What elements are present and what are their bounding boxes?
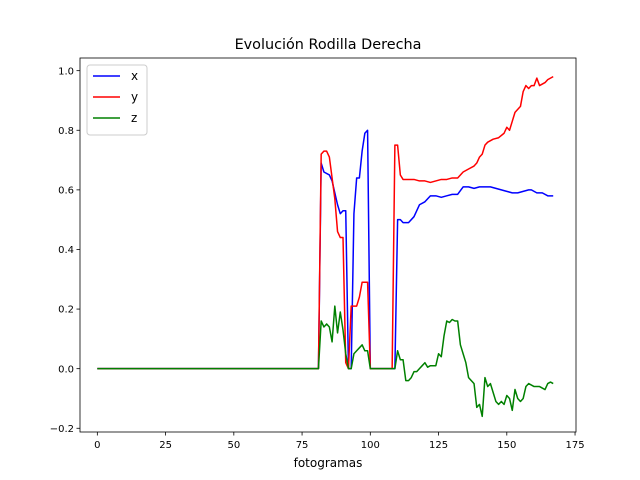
legend: xyz [86, 64, 148, 136]
x-tick-label: 150 [497, 440, 516, 451]
x-tick-label: 75 [296, 440, 309, 451]
x-tick-label: 125 [429, 440, 448, 451]
legend-label-y: y [131, 90, 138, 104]
y-tick-label: 1.0 [58, 66, 74, 77]
x-tick-label: 25 [159, 440, 172, 451]
x-axis-label: fotogramas [294, 456, 363, 470]
chart-title: Evolución Rodilla Derecha [235, 37, 422, 53]
y-tick-label: 0.0 [58, 364, 74, 375]
series-line-z [97, 305, 554, 418]
axis-ticks: 0 25 50 75 100 125 150 175 −0.2 0.0 0.2 0.4 0.6 0.8 1.… [50, 66, 585, 451]
plot-frame [79, 57, 577, 433]
legend-label-x: x [131, 69, 138, 83]
series-layer [97, 75, 554, 418]
series-line-x [97, 129, 554, 370]
series-line-y [97, 75, 554, 370]
y-tick-label: 0.4 [58, 245, 74, 256]
x-tick-label: 175 [565, 440, 584, 451]
y-tick-label: 0.6 [58, 185, 74, 196]
x-tick-label: 100 [361, 440, 380, 451]
y-tick-label: −0.2 [50, 424, 74, 435]
legend-label-z: z [131, 111, 137, 125]
y-tick-label: 0.8 [58, 126, 74, 137]
x-tick-label: 0 [94, 440, 100, 451]
x-tick-label: 50 [227, 440, 240, 451]
y-tick-label: 0.2 [58, 305, 74, 316]
